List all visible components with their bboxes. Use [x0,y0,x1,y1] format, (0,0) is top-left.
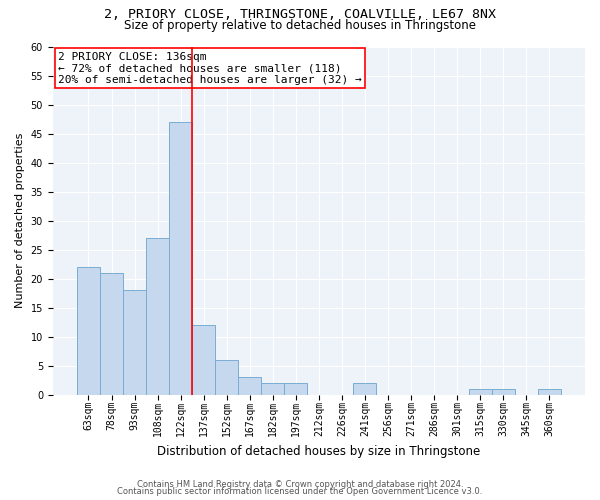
X-axis label: Distribution of detached houses by size in Thringstone: Distribution of detached houses by size … [157,444,481,458]
Bar [238,378,261,394]
Bar [77,267,100,394]
Bar [215,360,238,394]
Bar [538,389,561,394]
Bar [192,325,215,394]
Text: 2, PRIORY CLOSE, THRINGSTONE, COALVILLE, LE67 8NX: 2, PRIORY CLOSE, THRINGSTONE, COALVILLE,… [104,8,496,20]
Bar [353,383,376,394]
Bar [261,383,284,394]
Text: Contains HM Land Registry data © Crown copyright and database right 2024.: Contains HM Land Registry data © Crown c… [137,480,463,489]
Bar [491,389,515,394]
Bar [469,389,491,394]
Text: 2 PRIORY CLOSE: 136sqm
← 72% of detached houses are smaller (118)
20% of semi-de: 2 PRIORY CLOSE: 136sqm ← 72% of detached… [58,52,362,85]
Bar [123,290,146,395]
Text: Contains public sector information licensed under the Open Government Licence v3: Contains public sector information licen… [118,487,482,496]
Y-axis label: Number of detached properties: Number of detached properties [15,133,25,308]
Bar [146,238,169,394]
Bar [169,122,192,394]
Text: Size of property relative to detached houses in Thringstone: Size of property relative to detached ho… [124,18,476,32]
Bar [100,273,123,394]
Bar [284,383,307,394]
